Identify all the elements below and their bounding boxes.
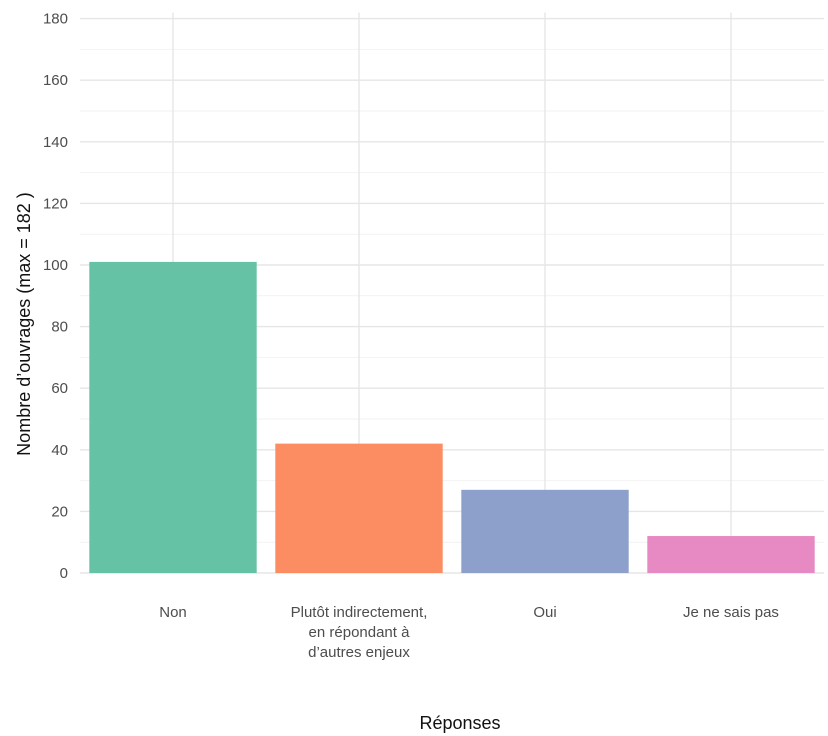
x-tick-label: Plutôt indirectement, en répondant à d’aut… (291, 604, 428, 661)
y-tick-label: 60 (51, 380, 68, 397)
y-tick-label: 160 (43, 72, 68, 89)
y-tick-label: 80 (51, 319, 68, 336)
bar (89, 261, 257, 573)
y-tick-label: 140 (43, 134, 68, 151)
y-tick-label: 120 (43, 195, 68, 212)
bar (275, 443, 443, 573)
x-tick-label-line: d’autres enjeux (308, 644, 410, 661)
y-tick-label: 40 (51, 442, 68, 459)
y-tick-label: 20 (51, 503, 68, 520)
bar (647, 536, 815, 573)
y-tick-labels: 0 20 40 60 80 100 120 140 160 180 (43, 11, 68, 582)
y-tick-label: 0 (60, 565, 68, 582)
y-tick-label: 180 (43, 11, 68, 28)
bars (89, 261, 815, 573)
x-tick-label-line: en répondant à (309, 624, 411, 641)
y-axis-title: Nombre d’ouvrages (max = 182 ) (14, 192, 34, 456)
x-tick-label-line: Je ne sais pas (683, 604, 779, 621)
y-tick-label: 100 (43, 257, 68, 274)
x-tick-label-line: Non (159, 604, 187, 621)
x-tick-label: Oui (533, 604, 556, 621)
bar (461, 489, 629, 573)
x-tick-labels: Non Plutôt indirectement, en répondant à d’… (159, 604, 779, 661)
x-tick-label-line: Oui (533, 604, 556, 621)
x-tick-label: Non (159, 604, 187, 621)
x-tick-label-line: Plutôt indirectement, (291, 604, 428, 621)
x-axis-title: Réponses (419, 713, 500, 733)
x-tick-label: Je ne sais pas (683, 604, 779, 621)
